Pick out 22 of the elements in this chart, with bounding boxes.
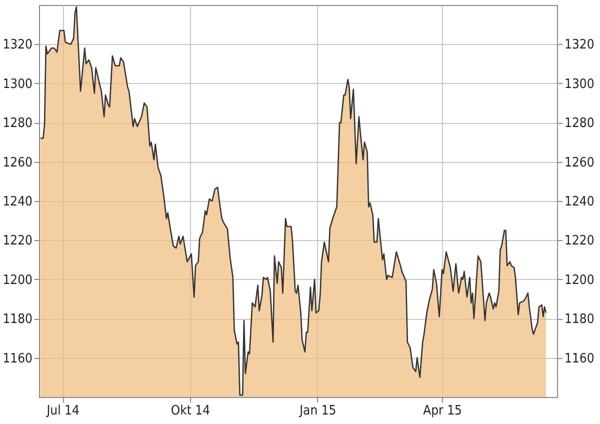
y2-tick-label: 1220	[564, 234, 594, 249]
y2-tick-label: 1280	[564, 116, 594, 132]
y2-tick-label: 1200	[564, 272, 594, 288]
y-tick-label: 1240	[2, 194, 32, 210]
y-tick-label: 1200	[2, 272, 32, 288]
y-tick-label: 1300	[2, 76, 32, 92]
x-tick-label: Jan 15	[298, 404, 336, 418]
y2-tick-label: 1160	[564, 351, 594, 366]
y2-tick-label: 1260	[564, 155, 594, 170]
y-tick-label: 1260	[2, 155, 32, 170]
y-tick-label: 1180	[2, 312, 32, 328]
y2-tick-label: 1240	[564, 194, 594, 210]
y-tick-label: 1160	[2, 351, 32, 366]
y2-tick-label: 1320	[564, 38, 594, 53]
x-tick-label: Okt 14	[170, 404, 210, 418]
y-tick-label: 1220	[2, 234, 32, 249]
x-tick-label: Jul 14	[46, 404, 80, 418]
y-tick-label: 1280	[2, 116, 32, 132]
y2-tick-label: 1180	[564, 312, 594, 328]
y2-tick-label: 1300	[564, 76, 594, 92]
x-tick-label: Apr 15	[423, 404, 462, 418]
y-tick-label: 1320	[2, 38, 32, 53]
